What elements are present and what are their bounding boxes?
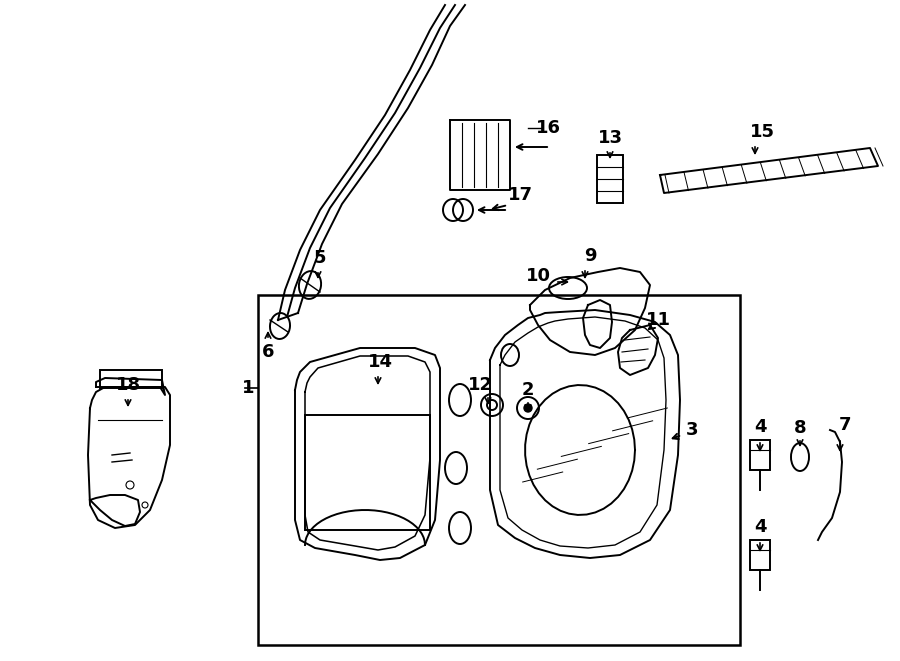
Text: 8: 8 bbox=[794, 419, 806, 437]
Bar bbox=[258, 295, 740, 645]
Bar bbox=[597, 155, 623, 203]
Text: 13: 13 bbox=[598, 129, 623, 147]
Text: 11: 11 bbox=[645, 311, 670, 329]
Text: 4: 4 bbox=[754, 518, 766, 536]
Text: 6: 6 bbox=[262, 343, 274, 361]
Text: 17: 17 bbox=[508, 186, 533, 204]
Bar bbox=[305, 415, 430, 530]
Text: 15: 15 bbox=[750, 123, 775, 141]
Text: 7: 7 bbox=[839, 416, 851, 434]
Text: 14: 14 bbox=[367, 353, 392, 371]
Text: 3: 3 bbox=[686, 421, 698, 439]
Text: 1: 1 bbox=[242, 379, 254, 397]
Text: 12: 12 bbox=[467, 376, 492, 394]
Text: 10: 10 bbox=[526, 267, 551, 285]
Bar bbox=[100, 370, 162, 388]
Text: 4: 4 bbox=[754, 418, 766, 436]
Text: 18: 18 bbox=[115, 376, 140, 394]
Text: 5: 5 bbox=[314, 249, 326, 267]
Bar bbox=[750, 440, 770, 470]
Text: 16: 16 bbox=[536, 119, 561, 137]
Text: 9: 9 bbox=[584, 247, 596, 265]
Text: 2: 2 bbox=[522, 381, 535, 399]
Ellipse shape bbox=[524, 404, 532, 412]
Bar bbox=[750, 540, 770, 570]
